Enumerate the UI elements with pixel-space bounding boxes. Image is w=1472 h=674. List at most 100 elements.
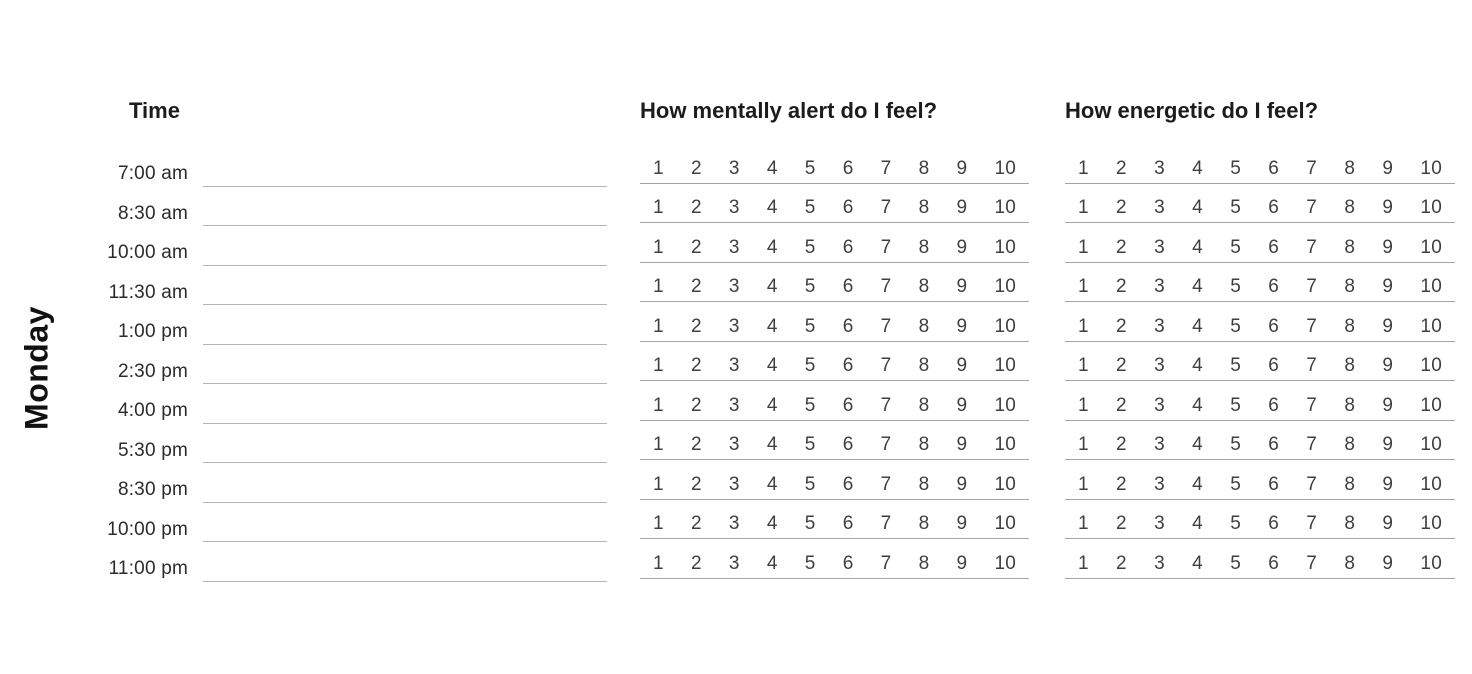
time-slot-label: 1:00 pm bbox=[117, 321, 188, 342]
scale-number: 4 bbox=[766, 473, 778, 495]
scale-number: 1 bbox=[1078, 473, 1089, 495]
scale-number: 5 bbox=[1230, 355, 1241, 377]
scale-number: 3 bbox=[1154, 552, 1165, 574]
scale-number: 4 bbox=[766, 552, 778, 574]
scale-number: 9 bbox=[1382, 157, 1394, 179]
scale-number: 7 bbox=[880, 236, 892, 258]
scale-number: 5 bbox=[804, 276, 816, 298]
scale-number: 9 bbox=[956, 236, 968, 258]
scale-row: 1 2 3 4 5 6 7 8 9 10 bbox=[1065, 386, 1455, 426]
scale-number: 10 bbox=[1420, 513, 1442, 535]
scale-underline bbox=[640, 577, 1029, 579]
time-slot-label: 5:30 pm bbox=[117, 439, 188, 461]
scale-number: 4 bbox=[1192, 157, 1203, 179]
time-slot-label: 8:30 am bbox=[117, 202, 188, 224]
scale-number: 2 bbox=[1116, 276, 1127, 298]
scale-number: 7 bbox=[1306, 197, 1318, 219]
write-in-line bbox=[203, 462, 607, 463]
scale-number: 6 bbox=[1268, 355, 1280, 377]
scale-number: 7 bbox=[1306, 473, 1318, 495]
scale-number: 2 bbox=[1116, 552, 1127, 574]
write-in-line bbox=[203, 225, 607, 226]
scale-number: 1 bbox=[653, 473, 664, 495]
scale-number: 3 bbox=[728, 394, 740, 416]
scale-number: 1 bbox=[653, 552, 664, 574]
scale-number: 6 bbox=[842, 552, 854, 574]
scale-number: 9 bbox=[956, 197, 968, 219]
scale-number: 5 bbox=[804, 434, 816, 456]
scale-number: 10 bbox=[1420, 315, 1442, 337]
scale-underline bbox=[640, 222, 1029, 223]
scale-number: 4 bbox=[1192, 236, 1203, 258]
scale-row: 1 2 3 4 5 6 7 8 9 10 bbox=[640, 426, 1029, 466]
scale-number: 10 bbox=[1420, 394, 1442, 416]
scale-number: 6 bbox=[1268, 434, 1280, 456]
scale-number: 1 bbox=[653, 157, 664, 179]
scale-number: 5 bbox=[1230, 157, 1241, 179]
scale-number: 7 bbox=[880, 157, 892, 179]
scale-number: 6 bbox=[1268, 197, 1280, 219]
mental-alertness-scale-rows: 1 2 3 4 5 6 7 8 9 10 1 2 3 4 5 6 7 8 9 10 1 2 3 4 5 6 7 8 9 10 1 2 3 4 5 6 7… bbox=[640, 149, 1029, 584]
scale-number: 3 bbox=[1154, 276, 1165, 298]
scale-number: 2 bbox=[690, 513, 702, 535]
scale-number: 2 bbox=[690, 394, 702, 416]
time-row: 2:30 pm bbox=[58, 352, 607, 392]
scale-number: 9 bbox=[1382, 315, 1394, 337]
scale-number: 2 bbox=[1116, 473, 1127, 495]
scale-row: 1 2 3 4 5 6 7 8 9 10 bbox=[640, 505, 1029, 545]
scale-number: 4 bbox=[1192, 276, 1203, 298]
scale-underline bbox=[640, 459, 1029, 460]
time-row: 8:30 pm bbox=[58, 470, 607, 510]
scale-number: 6 bbox=[842, 355, 854, 377]
scale-number: 4 bbox=[1192, 315, 1203, 337]
scale-number: 10 bbox=[1420, 434, 1442, 456]
mental-alertness-header: How mentally alert do I feel? bbox=[640, 98, 938, 123]
write-in-line bbox=[203, 185, 607, 187]
scale-underline bbox=[1065, 261, 1455, 263]
scale-number: 7 bbox=[880, 276, 892, 298]
scale-number: 4 bbox=[766, 236, 778, 258]
scale-underline bbox=[640, 419, 1029, 421]
scale-underline bbox=[640, 182, 1029, 184]
scale-number: 2 bbox=[690, 434, 702, 456]
scale-underline bbox=[1065, 182, 1455, 184]
scale-number: 2 bbox=[690, 197, 702, 219]
scale-number: 7 bbox=[880, 355, 892, 377]
time-row: 7:00 am bbox=[58, 154, 607, 194]
scale-number: 10 bbox=[994, 197, 1016, 219]
scale-number: 9 bbox=[1382, 197, 1394, 219]
scale-number: 5 bbox=[804, 513, 816, 535]
scale-row: 1 2 3 4 5 6 7 8 9 10 bbox=[1065, 347, 1455, 387]
write-in-line bbox=[203, 264, 607, 266]
scale-row: 1 2 3 4 5 6 7 8 9 10 bbox=[640, 544, 1029, 584]
time-row: 5:30 pm bbox=[58, 431, 607, 471]
scale-number: 10 bbox=[1420, 276, 1442, 298]
scale-number: 1 bbox=[1078, 513, 1089, 535]
scale-number: 3 bbox=[728, 197, 740, 219]
scale-underline bbox=[640, 301, 1029, 302]
scale-number: 8 bbox=[918, 355, 930, 377]
time-row: 10:00 am bbox=[58, 233, 607, 273]
scale-number: 5 bbox=[1230, 513, 1241, 535]
scale-number: 10 bbox=[994, 355, 1016, 377]
scale-number: 7 bbox=[880, 434, 892, 456]
scale-number: 7 bbox=[880, 473, 892, 495]
scale-number: 8 bbox=[1344, 157, 1356, 179]
scale-number: 1 bbox=[1078, 552, 1089, 574]
scale-number: 3 bbox=[1154, 355, 1165, 377]
energy-column: How energetic do I feel? 1 2 3 4 5 6 7 8 9 10 1 2 3 4… bbox=[1065, 98, 1455, 579]
scale-number: 4 bbox=[1192, 473, 1203, 495]
scale-number: 7 bbox=[880, 394, 892, 416]
scale-number: 8 bbox=[918, 157, 930, 179]
scale-number: 3 bbox=[728, 236, 740, 258]
scale-number: 2 bbox=[690, 276, 702, 298]
scale-number: 8 bbox=[918, 197, 930, 219]
scale-number: 8 bbox=[1344, 473, 1356, 495]
scale-number: 9 bbox=[956, 157, 968, 179]
scale-number: 7 bbox=[880, 315, 892, 337]
scale-underline bbox=[640, 261, 1029, 263]
scale-number: 7 bbox=[1306, 434, 1318, 456]
scale-number: 9 bbox=[956, 315, 968, 337]
